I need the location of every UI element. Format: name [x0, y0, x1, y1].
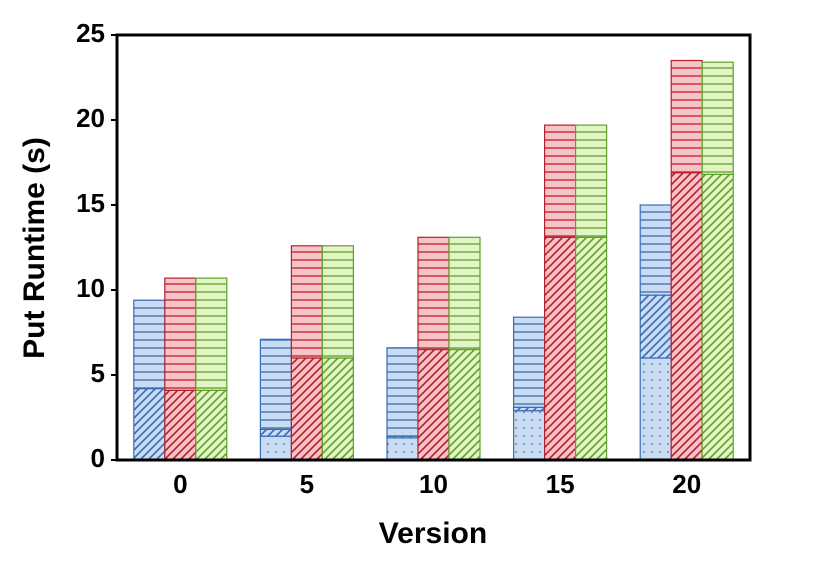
- plot-frame: [115, 33, 752, 462]
- bar-segment: [639, 204, 672, 296]
- bar-segment: [195, 389, 228, 461]
- bar-segment: [448, 348, 481, 461]
- bar-segment: [164, 277, 197, 391]
- bar-segment: [259, 428, 292, 437]
- bar-segment: [448, 236, 481, 351]
- x-tick-label: 10: [419, 469, 448, 499]
- bar-segment: [164, 389, 197, 461]
- bar-segment: [195, 277, 228, 391]
- y-tick-label: 15: [76, 188, 105, 218]
- bar-segment: [321, 245, 354, 359]
- bar-segment: [543, 124, 577, 238]
- bar-segment: [670, 59, 703, 174]
- bar-segment: [386, 347, 419, 437]
- x-tick-label: 5: [300, 469, 314, 499]
- y-tick-label: 5: [91, 358, 105, 388]
- bar-segment: [639, 357, 672, 461]
- y-tick-label: 20: [76, 103, 105, 133]
- bar-segment: [417, 236, 450, 351]
- y-tick-label: 10: [76, 273, 105, 303]
- bar-segment: [512, 410, 546, 461]
- bar-segment: [574, 236, 608, 461]
- bar-segment: [290, 245, 323, 359]
- bar-segment: [417, 348, 450, 461]
- x-tick-label: 15: [546, 469, 575, 499]
- bar-segment: [701, 173, 734, 461]
- bar-segment: [290, 357, 323, 461]
- bar-segment: [133, 299, 166, 390]
- bar-segment: [386, 437, 419, 461]
- bar-segment: [133, 388, 166, 461]
- bar-segment: [259, 338, 292, 430]
- x-tick-label: 20: [672, 469, 701, 499]
- bar-segment: [670, 172, 703, 461]
- y-tick-label: 25: [76, 18, 105, 48]
- bar-segment: [574, 124, 608, 238]
- bar-segment: [639, 294, 672, 359]
- y-tick-label: 0: [91, 443, 105, 473]
- bar-segment: [321, 357, 354, 461]
- bar-segment: [259, 435, 292, 461]
- x-axis-title: Version: [379, 517, 487, 550]
- bar-segment: [701, 61, 734, 175]
- bar-segment: [512, 316, 546, 408]
- y-axis-title: Put Runtime (s): [18, 137, 51, 359]
- x-tick-label: 0: [173, 469, 187, 499]
- bar-segment: [543, 236, 577, 461]
